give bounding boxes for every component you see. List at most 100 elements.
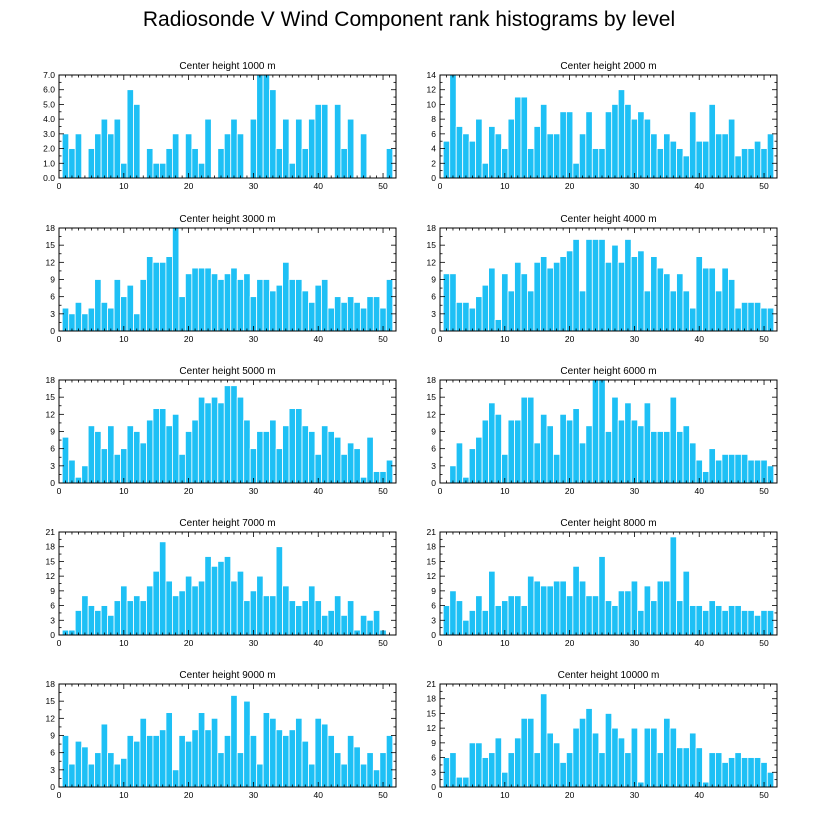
histogram-bar [308, 118, 316, 179]
histogram-bar [359, 763, 368, 788]
x-tick-label: 0 [438, 638, 443, 648]
histogram-bar [747, 459, 755, 484]
histogram-bar [334, 436, 342, 484]
histogram-bar [223, 273, 232, 332]
histogram-bar [346, 735, 355, 788]
x-tick-label: 40 [313, 181, 323, 191]
histogram-panel: Center height 6000 m 0 10 20 30 40 50 0 3 6 9 12 15 1… [427, 366, 778, 496]
y-tick-label: 5.0 [43, 99, 55, 109]
histogram-bar [578, 442, 587, 484]
y-tick-label: 6 [431, 444, 436, 454]
histogram-bar [223, 133, 232, 179]
y-tick-label: 2.0 [43, 144, 55, 154]
histogram-bar [462, 133, 470, 179]
x-tick-label: 50 [759, 638, 769, 648]
histogram-bar [481, 610, 490, 636]
y-tick-label: 0 [50, 478, 55, 488]
histogram-panel: Center height 1000 m 0 10 20 30 40 50 0.0 1.0 2.0… [43, 61, 397, 191]
y-tick-label: 9 [431, 586, 436, 596]
y-tick-label: 21 [427, 679, 437, 689]
histogram-bar [695, 140, 703, 179]
histogram-bar [301, 425, 309, 484]
histogram-bar [236, 752, 245, 788]
histogram-bar [191, 267, 199, 332]
histogram-bar [527, 290, 535, 332]
histogram-bar [533, 580, 541, 636]
panel-title: Center height 5000 m [179, 366, 275, 377]
x-tick-label: 20 [565, 181, 575, 191]
histogram-bar [449, 590, 457, 636]
histogram-bar [165, 580, 173, 636]
histogram-bar [468, 448, 477, 484]
histogram-bar [353, 301, 361, 332]
y-tick-label: 0.0 [43, 173, 55, 183]
y-tick-label: 8 [431, 114, 436, 124]
x-tick-label: 40 [313, 638, 323, 648]
y-tick-label: 18 [46, 223, 56, 233]
histogram-bar [656, 431, 664, 484]
panel-title: Center height 2000 m [560, 61, 656, 72]
histogram-bar [708, 600, 716, 636]
x-tick-label: 20 [184, 790, 194, 800]
histogram-bar [663, 431, 671, 484]
histogram-bar [449, 273, 457, 332]
x-tick-label: 20 [184, 486, 194, 496]
histogram-bar [210, 396, 219, 484]
y-tick-label: 9 [431, 427, 436, 437]
histogram-bar [669, 727, 677, 788]
histogram-bar [740, 148, 749, 179]
y-tick-label: 3 [50, 309, 55, 319]
y-tick-label: 0 [50, 782, 55, 792]
y-tick-label: 4 [431, 144, 436, 154]
histogram-bar [656, 148, 664, 179]
histogram-bar [533, 126, 541, 179]
histogram-bar [295, 279, 303, 332]
histogram-bar [359, 307, 368, 332]
y-tick-label: 15 [46, 392, 56, 402]
histogram-bar [249, 590, 258, 636]
x-tick-label: 30 [630, 790, 640, 800]
histogram-bar [682, 155, 690, 179]
histogram-bar [520, 396, 528, 484]
histogram-bar [68, 313, 76, 332]
histogram-bar [230, 580, 238, 636]
histogram-bar [61, 735, 70, 788]
panel-title: Center height 6000 m [560, 366, 656, 377]
histogram-bar [223, 385, 232, 484]
histogram-bar [663, 580, 671, 636]
histogram-panel: Center height 3000 m 0 10 20 30 40 50 0 3 6 9 12 15 1… [46, 214, 397, 344]
histogram-bar [81, 746, 89, 788]
figure-title: Radiosonde V Wind Component rank histogr… [142, 8, 676, 31]
histogram-bar [249, 448, 258, 484]
panel-title: Center height 4000 m [560, 214, 656, 225]
y-tick-label: 9 [50, 275, 55, 285]
histogram-bar [197, 712, 206, 788]
histogram-bar [327, 431, 335, 484]
histogram-bar [721, 453, 729, 484]
histogram-bar [468, 307, 477, 332]
histogram-bar [611, 244, 619, 332]
y-tick-label: 6 [50, 748, 55, 758]
histogram-bar [507, 595, 515, 636]
x-tick-label: 40 [694, 181, 704, 191]
histogram-bar [236, 279, 245, 332]
y-tick-label: 12 [46, 257, 56, 267]
histogram-bar [139, 717, 147, 788]
y-tick-label: 6 [431, 129, 436, 139]
histogram-bar [236, 570, 245, 636]
histogram-bar [262, 595, 271, 636]
y-tick-label: 12 [46, 713, 56, 723]
histogram-bar [559, 111, 567, 179]
histogram-bar [282, 118, 290, 179]
histogram-bar [598, 148, 606, 179]
histogram-bar [702, 610, 710, 636]
y-tick-label: 1.0 [43, 158, 55, 168]
histogram-bar [604, 261, 613, 332]
panel-title: Center height 7000 m [179, 518, 275, 529]
histogram-bar [87, 307, 96, 332]
histogram-bar [243, 419, 251, 484]
histogram-bar [572, 239, 580, 332]
histogram-bar [308, 585, 316, 636]
x-tick-label: 20 [184, 181, 194, 191]
histogram-bar [262, 431, 271, 484]
